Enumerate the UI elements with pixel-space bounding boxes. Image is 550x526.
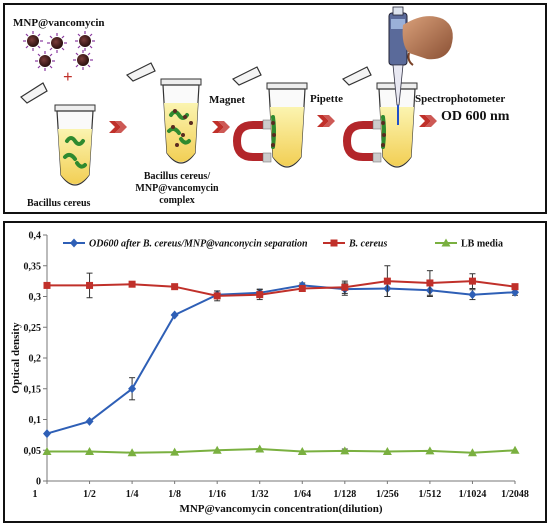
y-tick-label: 0,3 — [29, 292, 42, 303]
data-point — [255, 444, 265, 453]
data-point — [85, 446, 95, 455]
magnet-icon — [342, 119, 382, 163]
data-point — [43, 281, 51, 289]
y-tick-label: 0,35 — [24, 261, 42, 272]
data-point — [128, 280, 136, 288]
x-tick-label: 1/512 — [419, 489, 442, 500]
x-tick-label: 1/2048 — [501, 489, 529, 500]
nanoparticle-icons — [23, 31, 95, 71]
data-point — [468, 277, 476, 285]
x-tick-label: 1/16 — [208, 489, 226, 500]
arrow-icon — [317, 115, 335, 127]
y-tick-label: 0 — [36, 477, 41, 488]
data-point — [383, 277, 391, 285]
magnet-icon — [232, 119, 272, 163]
tube2-label-line: MNP@vancomycin — [135, 183, 219, 194]
data-point — [341, 283, 349, 291]
tube1-label: Bacillus cereus — [27, 198, 91, 209]
legend-label: OD600 after B. cereus/MNP@vanconycin sep… — [89, 239, 308, 250]
x-tick-label: 1/2 — [83, 489, 96, 500]
data-point — [212, 445, 222, 454]
series-line — [47, 280, 516, 297]
reagent-label: MNP@vancomycin — [13, 17, 105, 29]
workflow-drawing — [20, 6, 453, 186]
y-tick-label: 0,05 — [24, 446, 42, 457]
data-point — [171, 283, 179, 291]
data-point — [85, 416, 94, 426]
arrow-icon — [212, 121, 230, 133]
chart-panel: 0 0,05 0,1 0,15 0,2 0,25 0,3 0,35 0,4 1 1/2 1/4 1/8 1… — [3, 221, 547, 523]
data-point — [70, 238, 78, 248]
data-point — [86, 281, 94, 289]
x-tick-label: 1/64 — [293, 489, 311, 500]
arrow-icon — [419, 115, 437, 127]
y-tick-label: 0,15 — [24, 384, 42, 395]
data-point — [382, 446, 392, 455]
data-point — [43, 429, 51, 439]
tube-magnet — [231, 66, 308, 168]
data-point — [42, 446, 52, 455]
workflow-panel: MNP@vancomycin + Bacillus cereus Bacillu… — [3, 3, 547, 214]
line-chart: 0 0,05 0,1 0,15 0,2 0,25 0,3 0,35 0,4 1 1/2 1/4 1/8 1… — [10, 231, 529, 516]
y-tick-label: 0,4 — [29, 231, 42, 242]
series-line — [46, 284, 516, 435]
step-pipette-label: Pipette — [310, 93, 343, 105]
x-tick-label: 1/1024 — [459, 489, 487, 500]
legend-label: B. cereus — [348, 239, 387, 250]
data-point — [467, 448, 477, 457]
data-point — [170, 310, 179, 320]
data-point — [213, 292, 221, 300]
y-tick-label: 0,1 — [29, 415, 42, 426]
x-tick-label: 1/128 — [333, 489, 356, 500]
tube-complex — [125, 62, 202, 164]
x-tick-label: 1/32 — [251, 489, 269, 500]
y-axis-title: Optical density — [10, 322, 22, 394]
data-point — [511, 283, 519, 291]
tube2-label-line: complex — [159, 195, 195, 206]
readout-label: OD 600 nm — [441, 109, 510, 124]
tube2-label-line: Bacillus cereus/ — [143, 171, 211, 182]
step-spectro-label: Spectrophotometer — [415, 93, 506, 105]
x-axis-title: MNP@vancomycin concentration(dilution) — [179, 503, 382, 515]
data-point — [510, 445, 520, 454]
data-point — [128, 384, 137, 394]
data-point — [330, 239, 338, 247]
hand-icon — [402, 16, 453, 66]
data-point — [298, 285, 306, 293]
y-tick-label: 0,2 — [29, 354, 42, 365]
series-line — [47, 447, 516, 454]
data-point — [297, 446, 307, 455]
tube2-label: Bacillus cereus/ MNP@vancomycin complex — [127, 171, 227, 207]
tube-bacteria — [20, 82, 96, 186]
data-point — [426, 279, 434, 287]
data-point — [256, 291, 264, 299]
data-point — [170, 447, 180, 456]
x-tick-label: 1 — [33, 489, 38, 500]
data-point — [441, 238, 451, 247]
plus-sign: + — [63, 67, 73, 86]
data-point — [425, 446, 435, 455]
arrow-icon — [109, 121, 127, 133]
y-tick-label: 0,25 — [24, 323, 42, 334]
legend-label: LB media — [461, 239, 503, 250]
step-magnet-label: Magnet — [209, 94, 246, 106]
x-tick-label: 1/256 — [376, 489, 399, 500]
x-tick-label: 1/4 — [126, 489, 139, 500]
data-point — [127, 448, 137, 457]
data-point — [340, 446, 350, 455]
data-point — [468, 290, 477, 300]
x-tick-label: 1/8 — [168, 489, 181, 500]
